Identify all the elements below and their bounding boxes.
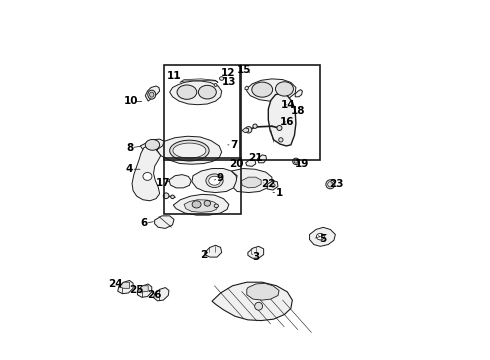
Ellipse shape: [294, 159, 298, 163]
Text: 13: 13: [221, 77, 236, 87]
Ellipse shape: [170, 140, 209, 161]
Ellipse shape: [209, 176, 221, 185]
Text: 6: 6: [140, 218, 147, 228]
Polygon shape: [295, 90, 302, 97]
Polygon shape: [205, 245, 221, 257]
Ellipse shape: [206, 174, 223, 188]
Polygon shape: [247, 283, 279, 300]
Polygon shape: [137, 286, 148, 292]
Polygon shape: [119, 282, 129, 288]
Polygon shape: [267, 181, 278, 190]
Text: 17: 17: [156, 178, 171, 188]
Polygon shape: [258, 155, 267, 163]
Text: 25: 25: [129, 285, 144, 296]
Ellipse shape: [245, 127, 252, 133]
Polygon shape: [192, 168, 237, 193]
Polygon shape: [231, 168, 272, 193]
Ellipse shape: [271, 184, 275, 187]
Polygon shape: [212, 282, 293, 320]
Ellipse shape: [255, 302, 263, 310]
Ellipse shape: [220, 77, 224, 80]
Ellipse shape: [146, 139, 160, 150]
Ellipse shape: [326, 180, 335, 189]
Ellipse shape: [171, 195, 174, 199]
Text: 1: 1: [275, 188, 283, 198]
Ellipse shape: [253, 124, 257, 129]
Ellipse shape: [279, 138, 283, 142]
Ellipse shape: [173, 143, 206, 158]
Ellipse shape: [317, 233, 324, 240]
Text: 20: 20: [229, 159, 243, 169]
Polygon shape: [157, 136, 221, 164]
Ellipse shape: [214, 204, 219, 208]
Ellipse shape: [214, 84, 217, 86]
Text: 23: 23: [329, 179, 343, 189]
Polygon shape: [169, 175, 191, 188]
Polygon shape: [247, 79, 296, 101]
Text: 5: 5: [319, 234, 327, 244]
Text: 10: 10: [123, 96, 138, 106]
Ellipse shape: [275, 82, 294, 96]
Polygon shape: [173, 194, 229, 215]
Text: 21: 21: [248, 153, 263, 163]
Ellipse shape: [192, 201, 201, 208]
Polygon shape: [137, 284, 152, 297]
Text: 19: 19: [294, 159, 309, 169]
Ellipse shape: [198, 85, 216, 99]
Polygon shape: [132, 144, 161, 201]
Ellipse shape: [204, 201, 211, 206]
Ellipse shape: [163, 193, 169, 199]
Bar: [242, 65, 320, 160]
Ellipse shape: [328, 181, 333, 187]
Text: 2: 2: [200, 250, 207, 260]
Polygon shape: [140, 139, 164, 151]
Ellipse shape: [177, 85, 197, 99]
Text: 9: 9: [216, 173, 223, 183]
Polygon shape: [180, 79, 218, 82]
Bar: [164, 158, 242, 214]
Ellipse shape: [293, 158, 299, 165]
Text: 7: 7: [230, 140, 237, 150]
Polygon shape: [269, 93, 296, 146]
Text: 4: 4: [126, 164, 133, 174]
Ellipse shape: [148, 90, 156, 99]
Text: 16: 16: [280, 117, 294, 127]
Ellipse shape: [149, 92, 154, 97]
Polygon shape: [245, 86, 248, 90]
Polygon shape: [242, 128, 248, 133]
Text: 15: 15: [237, 64, 251, 75]
Polygon shape: [184, 200, 218, 212]
Polygon shape: [118, 280, 133, 294]
Text: 24: 24: [108, 279, 122, 289]
Polygon shape: [146, 86, 160, 101]
Polygon shape: [242, 177, 261, 188]
Ellipse shape: [277, 126, 282, 131]
Polygon shape: [153, 288, 169, 301]
Ellipse shape: [252, 82, 272, 97]
Text: 22: 22: [261, 179, 275, 189]
Text: 8: 8: [126, 143, 133, 153]
Text: 12: 12: [220, 68, 235, 78]
Text: 14: 14: [281, 100, 295, 110]
Ellipse shape: [143, 172, 152, 180]
Polygon shape: [155, 216, 174, 228]
Polygon shape: [248, 246, 264, 258]
Polygon shape: [310, 227, 335, 246]
Polygon shape: [245, 159, 256, 166]
Bar: [164, 65, 240, 160]
Text: 11: 11: [167, 71, 181, 81]
Polygon shape: [170, 81, 221, 105]
Text: 26: 26: [147, 291, 162, 301]
Text: 18: 18: [291, 106, 305, 116]
Text: 3: 3: [252, 252, 259, 262]
